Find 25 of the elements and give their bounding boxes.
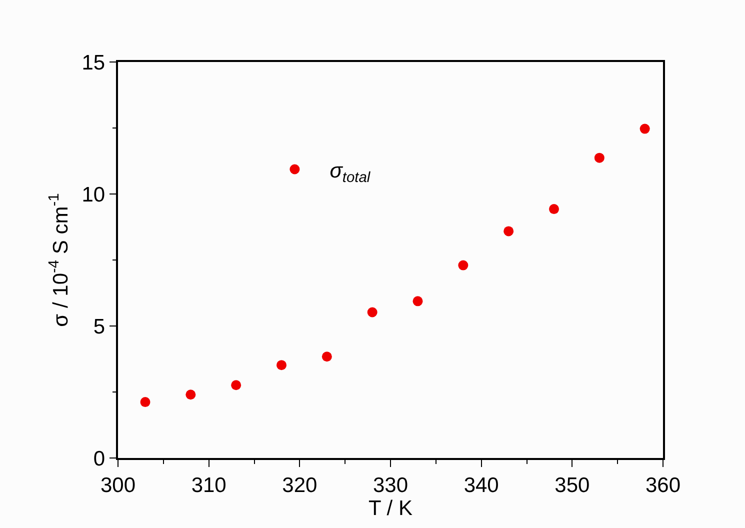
point	[412, 296, 423, 306]
x-tick-label: 320	[282, 474, 318, 497]
y-tick-label: 15	[82, 51, 106, 74]
point	[504, 226, 514, 236]
point	[231, 380, 242, 390]
point	[276, 360, 286, 370]
x-tick-label: 360	[645, 474, 681, 497]
point	[458, 260, 468, 270]
y-tick-label: 0	[93, 447, 106, 470]
x-axis-title: T / K	[368, 496, 412, 520]
legend-label: σ$_{total}$	[330, 159, 371, 186]
x-tick-label: 340	[464, 474, 499, 497]
point	[594, 152, 604, 163]
point	[367, 307, 378, 318]
x-tick-label: 330	[372, 474, 408, 497]
x-tick-label: 310	[191, 474, 226, 497]
y-tick-label: 5	[93, 315, 106, 338]
point	[640, 124, 650, 134]
x-tick-label: 300	[100, 474, 136, 497]
point	[186, 390, 196, 400]
point	[549, 204, 559, 214]
point	[322, 352, 332, 362]
x-tick-label: 350	[554, 474, 590, 497]
point	[140, 397, 150, 408]
y-tick-label: 10	[82, 183, 106, 206]
